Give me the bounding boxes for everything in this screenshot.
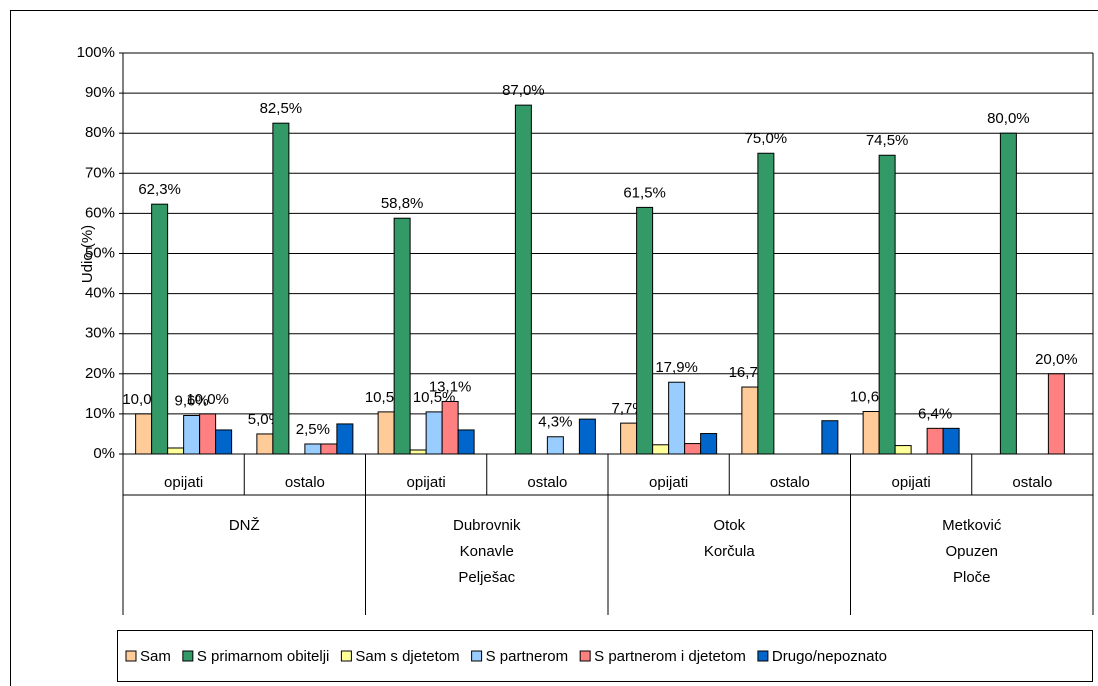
bar [441,400,459,455]
bar [700,433,718,455]
legend-label: S partnerom i djetetom [594,648,746,665]
bar [757,152,775,455]
bar [425,411,443,455]
bar [457,429,475,455]
bar [320,443,338,455]
bar [393,217,411,455]
bar [894,445,912,455]
group-label: DNŽ [229,517,260,534]
y-tick-label: 50% [85,244,115,261]
legend-swatch [340,650,352,662]
data-label: 9,6% [175,392,209,409]
legend-label: S partnerom [486,648,569,665]
bar [652,444,670,455]
bar [620,422,638,455]
bar [636,206,654,455]
y-tick-label: 20% [85,365,115,382]
data-label: 13,1% [429,378,472,395]
bar [942,427,960,455]
bar [878,154,896,455]
bar [183,415,201,455]
x-tick-label: ostalo [527,474,567,491]
legend-label: Sam s djetetom [355,648,459,665]
x-tick-label: ostalo [770,474,810,491]
group-label: Ploče [953,569,991,586]
bar [999,132,1017,455]
y-tick-label: 70% [85,164,115,181]
group-label: Metković [942,517,1002,534]
data-label: 17,9% [655,359,698,376]
bar [409,449,427,455]
data-label: 82,5% [260,100,303,117]
bar [304,443,322,455]
data-label: 61,5% [623,184,666,201]
legend-swatch [471,650,483,662]
bar [1047,373,1065,455]
bar [215,429,233,455]
bar [821,420,839,455]
data-label: 87,0% [502,82,545,99]
group-label: Dubrovnik [453,517,521,534]
legend-label: Sam [140,648,171,665]
data-label: 62,3% [138,181,181,198]
bar [377,411,395,455]
data-label: 80,0% [987,110,1030,127]
x-tick-label: ostalo [285,474,325,491]
legend-swatch [579,650,591,662]
data-label: 75,0% [745,130,788,147]
group-label: Korčula [704,543,756,560]
bar [256,433,274,455]
group-label: Pelješac [458,569,515,586]
bar [336,423,354,455]
bar [668,381,686,455]
bar [684,443,702,455]
legend-swatch [125,650,137,662]
bar [926,427,944,455]
data-label: 2,5% [296,421,330,438]
data-label: 58,8% [381,195,424,212]
group-label: Konavle [460,543,514,560]
y-tick-label: 30% [85,325,115,342]
legend-label: S primarnom obitelji [197,648,330,665]
group-label: Opuzen [945,543,998,560]
y-axis-label: Udio (%) [79,225,96,283]
x-tick-label: ostalo [1012,474,1052,491]
x-tick-label: opijati [407,474,446,491]
bar [167,447,185,455]
legend-label: Drugo/nepoznato [772,648,887,665]
bar [862,410,880,455]
y-tick-label: 80% [85,124,115,141]
x-tick-label: opijati [892,474,931,491]
bar [272,122,290,455]
legend-swatch [757,650,769,662]
y-tick-label: 90% [85,84,115,101]
data-label: 20,0% [1035,351,1078,368]
bar [741,386,759,455]
x-tick-label: opijati [649,474,688,491]
legend-swatch [182,650,194,662]
data-label: 6,4% [918,405,952,422]
bar [199,413,217,455]
y-tick-label: 0% [93,445,115,462]
y-tick-label: 60% [85,204,115,221]
legend-box [117,630,1093,682]
y-tick-label: 40% [85,285,115,302]
data-label: 10,0% [186,391,229,408]
bar [151,203,169,455]
group-label: Otok [713,517,745,534]
chart-border [10,10,1098,686]
bar [135,413,153,455]
bar [578,418,596,455]
data-label: 4,3% [538,414,572,431]
y-tick-label: 10% [85,405,115,422]
y-tick-label: 100% [77,44,115,61]
data-label: 74,5% [866,132,909,149]
bar [546,436,564,455]
x-tick-label: opijati [164,474,203,491]
bar [514,104,532,455]
